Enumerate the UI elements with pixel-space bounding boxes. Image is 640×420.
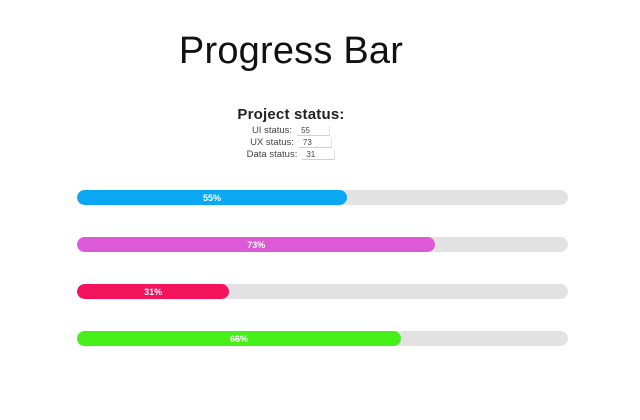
data-progress-bar: 31% [77,284,568,299]
overall-progress-fill: 66% [77,331,402,346]
data-progress-label: 31% [144,286,163,297]
ux-progress-label: 73% [247,239,266,250]
ui-status-input[interactable] [297,126,331,136]
data-status-label: Data status: [246,149,298,160]
ui-progress-label: 55% [203,192,222,203]
ui-status-row: UI status: [191,125,391,137]
data-progress-fill: 31% [77,284,230,299]
ui-progress-fill: 55% [77,190,348,205]
overall-progress-bar: 66% [77,331,568,346]
ui-progress-bar: 55% [77,190,568,205]
ux-status-label: UX status: [250,137,294,148]
project-status-panel: Project status: UI status: UX status: Da… [191,106,391,161]
ux-progress-bar: 73% [77,237,568,252]
ux-status-row: UX status: [191,137,391,149]
ui-status-label: UI status: [251,125,293,136]
page-title: Progress Bar [178,30,404,72]
project-status-heading: Project status: [237,106,345,123]
overall-progress-label: 66% [230,333,249,344]
ux-progress-fill: 73% [77,237,436,252]
data-status-input[interactable] [302,150,336,160]
data-status-row: Data status: [191,149,391,161]
ux-status-input[interactable] [298,138,332,148]
